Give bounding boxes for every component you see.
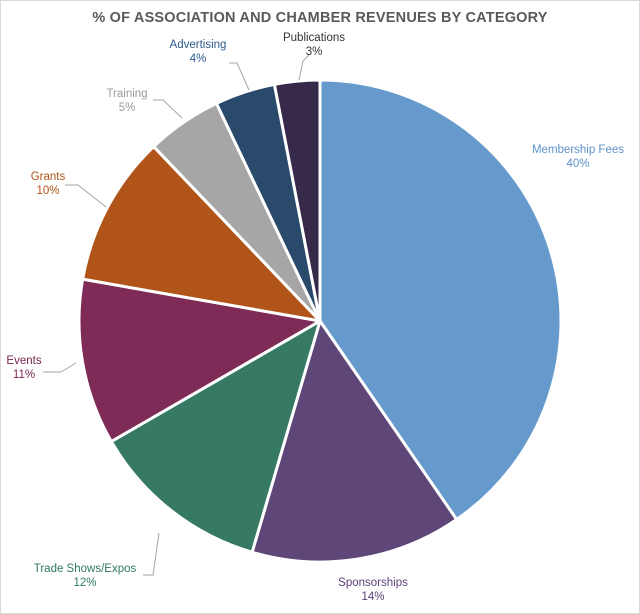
slice-label-events: Events bbox=[6, 355, 41, 367]
slice-value-training: 5% bbox=[119, 102, 136, 114]
pie-rim bbox=[77, 78, 563, 564]
pie-slice-membership-fees bbox=[318, 78, 563, 522]
pie-slices bbox=[77, 78, 563, 564]
leader-line-grants bbox=[65, 184, 107, 208]
slice-label-publications: Publications bbox=[283, 32, 345, 44]
slice-value-sponsorships: 14% bbox=[361, 591, 384, 603]
pie-slice-grants bbox=[81, 145, 322, 323]
leader-line-trade-shows-expos bbox=[143, 532, 160, 576]
slice-label-training: Training bbox=[106, 88, 147, 100]
leader-lines bbox=[43, 54, 310, 576]
slice-label-advertising: Advertising bbox=[170, 39, 227, 51]
slice-labels: Membership Fees 40% Sponsorships 14% Trade S… bbox=[6, 32, 624, 603]
slice-value-membership-fees: 40% bbox=[566, 158, 589, 170]
leader-line-advertising bbox=[229, 62, 250, 91]
slice-value-advertising: 4% bbox=[190, 53, 207, 65]
chart-title: % OF ASSOCIATION AND CHAMBER REVENUES BY… bbox=[92, 10, 548, 26]
slice-value-publications: 3% bbox=[306, 46, 323, 58]
leader-line-training bbox=[153, 99, 183, 119]
slice-value-grants: 10% bbox=[36, 185, 59, 197]
slice-label-grants: Grants bbox=[31, 171, 66, 183]
pie-slice-trade-shows-expos bbox=[109, 319, 322, 554]
leader-line-publications bbox=[298, 54, 310, 81]
slice-value-events: 11% bbox=[13, 369, 35, 381]
slice-label-trade-shows-expos: Trade Shows/Expos bbox=[34, 563, 137, 575]
slice-value-trade-shows-expos: 12% bbox=[73, 577, 96, 589]
slice-label-sponsorships: Sponsorships bbox=[338, 577, 408, 589]
pie-slice-events bbox=[77, 277, 322, 443]
slice-label-membership-fees: Membership Fees bbox=[532, 144, 624, 156]
leader-line-events bbox=[43, 362, 77, 373]
